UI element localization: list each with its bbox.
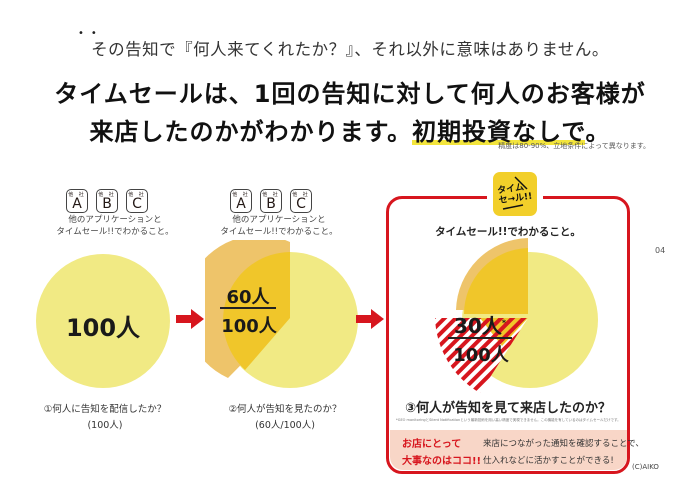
headline-end: 。 bbox=[585, 118, 611, 146]
pie-visited bbox=[435, 238, 598, 393]
highlight-box bbox=[389, 430, 627, 470]
visited-numerator: 30人* bbox=[453, 314, 507, 338]
copyright: (C)AIKO bbox=[632, 463, 659, 471]
accuracy-note: 精度は80-90%、立地条件によって異なります。 bbox=[498, 142, 650, 150]
page-number: 04 bbox=[655, 246, 666, 255]
caption-1: 他のアプリケーションと タイムセール!!でわかること。 bbox=[56, 215, 174, 237]
arrow-right-icon bbox=[176, 309, 204, 329]
viewed-numerator: 60人 bbox=[226, 287, 270, 308]
headline-line-1: タイムセールは、1回の告知に対して何人のお客様が bbox=[54, 80, 646, 108]
fraction-line bbox=[220, 307, 276, 309]
step-3-question: ③何人が告知を見て来店したのか？ bbox=[404, 401, 611, 416]
fine-print: *GEO monitoringとSilent Notificationという最新… bbox=[396, 418, 621, 422]
fraction-line bbox=[448, 337, 512, 339]
subtitle: その告知で『何人来てくれたか？』、それ以外に意味はありません。 bbox=[91, 40, 609, 59]
headline-marked: 初期投資なしで bbox=[412, 118, 586, 146]
timesale-logo: タイム セ→ル!! bbox=[493, 172, 537, 216]
headline-plain: 来店したのかがわかります。 bbox=[89, 118, 413, 146]
arrow-right-icon bbox=[356, 309, 384, 329]
emphasis-dots: •• bbox=[78, 28, 104, 39]
visited-denominator: 100人 bbox=[453, 345, 509, 366]
viewed-denominator: 100人 bbox=[221, 316, 277, 337]
highlight-text: 来店につながった通知を確認することで、 仕入れなどに活かすことができる! bbox=[483, 439, 644, 466]
caption-2: 他のアプリケーションと タイムセール!!でわかること。 bbox=[220, 215, 338, 237]
step-2-label: ②何人が告知を見たのか？ (60人/100人) bbox=[228, 404, 342, 431]
logo-slash-icon bbox=[502, 176, 528, 210]
highlight-heading: お店にとって 大事なのはココ!! bbox=[402, 439, 482, 467]
step-1-label: ①何人に告知を配信したか？ (100人) bbox=[43, 404, 167, 431]
panel-title: タイムセール!!でわかること。 bbox=[435, 226, 581, 238]
headline-line-2: 来店したのかがわかります。初期投資なしで。 bbox=[0, 112, 700, 147]
delivered-count: 100人 bbox=[65, 314, 141, 342]
pie-viewed bbox=[205, 240, 358, 388]
circle-delivered bbox=[36, 254, 170, 388]
